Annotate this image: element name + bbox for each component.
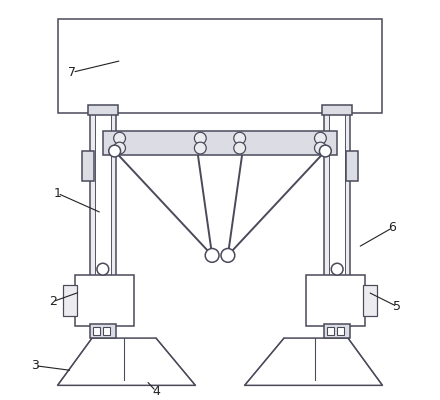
Bar [103,327,110,335]
Text: 7: 7 [68,66,76,79]
Circle shape [331,263,343,275]
Bar [90,324,116,338]
Bar [323,105,352,115]
Bar [75,275,134,326]
Circle shape [221,248,235,262]
Text: 3: 3 [31,359,39,372]
Bar [95,113,111,297]
Text: 6: 6 [389,221,396,234]
Circle shape [109,145,121,157]
Text: 4: 4 [152,385,160,398]
Text: 1: 1 [54,187,62,200]
Circle shape [315,132,326,144]
Bar [363,285,377,316]
Bar [103,131,337,155]
Circle shape [97,263,109,275]
Bar [324,113,350,297]
Bar [63,285,77,316]
Circle shape [234,142,246,154]
Circle shape [194,132,206,144]
Bar [90,113,116,297]
Bar [58,19,382,113]
Bar [329,113,345,297]
Bar [346,151,358,180]
Circle shape [319,145,331,157]
Circle shape [205,248,219,262]
Bar [88,105,117,115]
Circle shape [234,132,246,144]
Circle shape [315,142,326,154]
Text: 2: 2 [49,295,57,308]
Circle shape [114,142,125,154]
Bar [82,151,94,180]
Polygon shape [245,338,382,385]
Polygon shape [58,338,195,385]
Text: 5: 5 [393,300,401,313]
Circle shape [194,142,206,154]
Bar [306,275,365,326]
Bar [93,327,100,335]
Circle shape [114,132,125,144]
Bar [327,327,334,335]
Bar [324,324,350,338]
Bar [337,327,344,335]
